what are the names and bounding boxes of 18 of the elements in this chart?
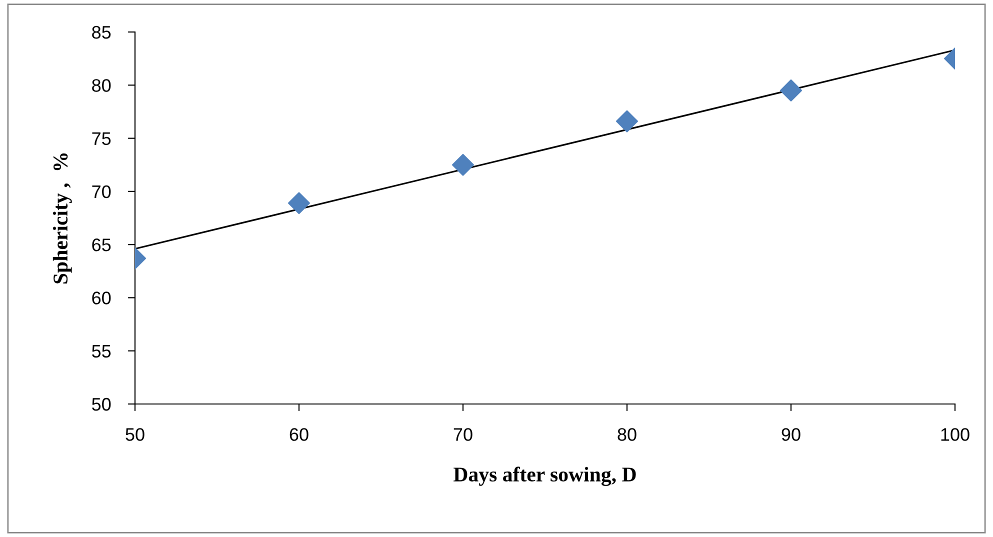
y-tick-label: 70 xyxy=(92,185,111,198)
x-tick-label: 50 xyxy=(126,428,144,441)
y-tick-label: 65 xyxy=(92,238,111,252)
y-axis-title: Sphericity , % xyxy=(52,153,72,284)
x-tick-label: 100 xyxy=(941,428,970,441)
y-tick-label: 80 xyxy=(92,79,111,92)
y-tick-label: 75 xyxy=(92,132,111,146)
point xyxy=(452,154,474,176)
y-tick-label: 60 xyxy=(92,292,111,304)
x-tick-label: 80 xyxy=(618,428,636,441)
y-tick-label: 85 xyxy=(92,26,111,39)
y-tick-label: 50 xyxy=(92,398,111,411)
x-tick-label: 90 xyxy=(782,428,800,441)
x-axis-title: Days after sowing, D xyxy=(454,466,636,486)
x-tick-label: 70 xyxy=(454,428,472,441)
x-tick-label: 60 xyxy=(290,428,308,441)
point xyxy=(616,110,638,132)
y-tick-label: 55 xyxy=(92,344,111,358)
